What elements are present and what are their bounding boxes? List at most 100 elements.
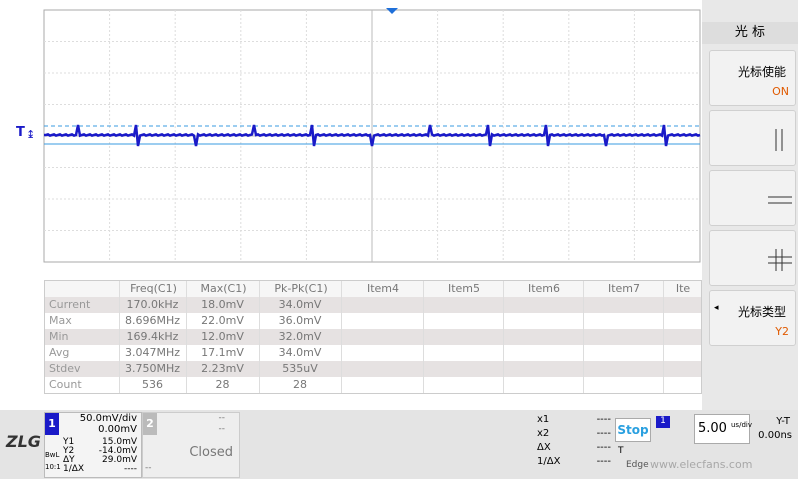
cell-divider bbox=[119, 297, 120, 313]
column-header: Item4 bbox=[341, 281, 424, 297]
channel-number: 2 bbox=[143, 413, 157, 435]
cursor-label: Y2 bbox=[63, 446, 75, 456]
cell-divider bbox=[423, 377, 424, 393]
table-row bbox=[45, 377, 701, 393]
table-cell: 17.1mV bbox=[201, 346, 244, 359]
column-header: Item5 bbox=[423, 281, 504, 297]
cell-divider bbox=[119, 345, 120, 361]
x-cursor-readout: x1 ---- x2 ---- ΔX ---- 1/ΔX ---- bbox=[535, 414, 613, 474]
timebase-box[interactable]: 5.00 us/div bbox=[694, 414, 752, 444]
cross-cursor-button[interactable] bbox=[709, 230, 796, 286]
cell-divider bbox=[186, 297, 187, 313]
cursor-label: ΔY bbox=[63, 455, 75, 465]
run-state[interactable]: Stop bbox=[615, 418, 651, 442]
cell-divider bbox=[583, 313, 584, 329]
probe-ratio: 10:1 bbox=[45, 463, 61, 471]
cell-divider bbox=[663, 377, 664, 393]
cell-divider bbox=[423, 313, 424, 329]
button-value: Y2 bbox=[775, 325, 789, 338]
cell-divider bbox=[503, 313, 504, 329]
table-cell: 2.23mV bbox=[201, 362, 244, 375]
channel-extra: -- bbox=[145, 463, 152, 473]
cell-divider bbox=[583, 361, 584, 377]
table-cell: 22.0mV bbox=[201, 314, 244, 327]
icon bbox=[768, 249, 792, 271]
cell-divider bbox=[423, 361, 424, 377]
waveform bbox=[44, 124, 701, 147]
column-header: Max(C1) bbox=[186, 281, 260, 297]
column-header: Pk-Pk(C1) bbox=[259, 281, 342, 297]
cell-divider bbox=[186, 345, 187, 361]
logo: ZLG bbox=[6, 432, 41, 451]
cursor-value: -14.0mV bbox=[98, 446, 137, 456]
cell-divider bbox=[423, 345, 424, 361]
bandwidth-limit: BwL bbox=[45, 451, 60, 459]
cursor-enable-button[interactable]: 光标使能 ON bbox=[709, 50, 796, 106]
table-row bbox=[45, 345, 701, 361]
channel-offset: 0.00mV bbox=[98, 424, 137, 435]
table-row bbox=[45, 329, 701, 345]
table-cell: 8.696MHz bbox=[124, 314, 181, 327]
cursor-label: Y1 bbox=[63, 437, 75, 447]
icon bbox=[768, 196, 792, 204]
button-label: 光标使能 bbox=[738, 65, 787, 79]
cell-divider bbox=[583, 297, 584, 313]
channel-status: Closed bbox=[189, 445, 233, 460]
cell-divider bbox=[186, 377, 187, 393]
channel-scale: 50.0mV/div bbox=[79, 413, 137, 424]
cell-divider bbox=[259, 361, 260, 377]
cell-divider bbox=[259, 297, 260, 313]
cell-divider bbox=[341, 361, 342, 377]
table-cell: 32.0mV bbox=[278, 330, 322, 343]
table-cell: 34.0mV bbox=[278, 346, 322, 359]
header-row bbox=[45, 281, 701, 297]
grid bbox=[44, 10, 700, 262]
button-value: ON bbox=[772, 85, 789, 98]
cursor-value: ---- bbox=[596, 456, 611, 467]
cell-divider bbox=[663, 297, 664, 313]
display-mode: Y-T bbox=[776, 416, 790, 427]
arrow: ◂ bbox=[714, 303, 719, 313]
table-cell: 535uV bbox=[282, 362, 318, 375]
cell-divider bbox=[423, 329, 424, 345]
table-row bbox=[45, 297, 701, 313]
row-label: Stdev bbox=[49, 362, 81, 375]
status-bar: ZLG 1 50.0mV/div 0.00mV BwL 10:1 Y1 15.0m… bbox=[0, 410, 798, 479]
trigger-channel: 1 bbox=[656, 416, 670, 428]
cell-divider bbox=[259, 313, 260, 329]
cursor-label: x1 bbox=[537, 414, 550, 425]
cell-divider bbox=[341, 329, 342, 345]
cell-divider bbox=[119, 313, 120, 329]
column-header: Item6 bbox=[503, 281, 584, 297]
cell-divider bbox=[583, 345, 584, 361]
timebase-unit: us/div bbox=[731, 421, 752, 429]
table-cell: 12.0mV bbox=[201, 330, 244, 343]
channel-offset: -- bbox=[218, 424, 226, 434]
cell-divider bbox=[341, 377, 342, 393]
cursor-type-button[interactable]: ◂ 光标类型 Y2 bbox=[709, 290, 796, 346]
vertical-cursor-button[interactable] bbox=[709, 110, 796, 166]
channel-scale: -- bbox=[218, 413, 226, 423]
table-cell: 169.4kHz bbox=[126, 330, 179, 343]
channel2-box: 2 -- -- Closed -- bbox=[142, 412, 240, 478]
cell-divider bbox=[259, 329, 260, 345]
trigger-delay: 0.00ns bbox=[758, 430, 792, 441]
cursor-label: 1/ΔX bbox=[63, 464, 85, 474]
cursor-label: x2 bbox=[537, 428, 550, 439]
horizontal-cursor-button[interactable] bbox=[709, 170, 796, 226]
channel-number: 1 bbox=[45, 413, 59, 435]
column-header: Freq(C1) bbox=[119, 281, 187, 297]
cell-divider bbox=[423, 297, 424, 313]
column-header: Item7 bbox=[583, 281, 664, 297]
table-row bbox=[45, 361, 701, 377]
cell-divider bbox=[341, 313, 342, 329]
table-cell: 36.0mV bbox=[278, 314, 322, 327]
timebase-value: 5.00 bbox=[698, 421, 727, 436]
cursor-label: ΔX bbox=[537, 442, 551, 453]
table-cell: 28 bbox=[215, 378, 230, 391]
cell-divider bbox=[503, 297, 504, 313]
table-cell: 18.0mV bbox=[201, 298, 244, 311]
button-label: 光标类型 bbox=[738, 305, 787, 319]
cell-divider bbox=[503, 329, 504, 345]
